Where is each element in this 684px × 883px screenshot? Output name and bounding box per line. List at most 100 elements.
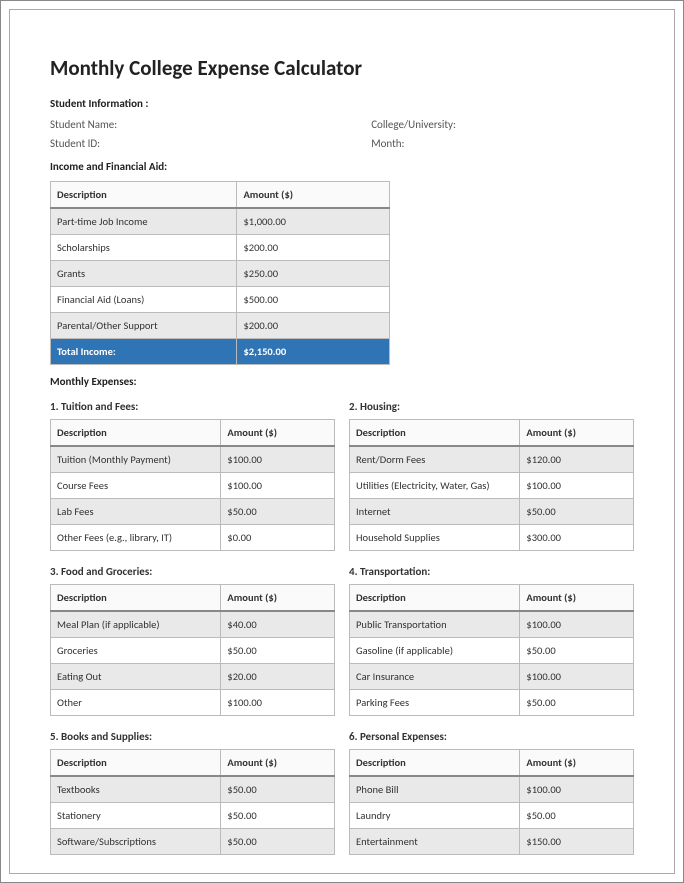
expense-row-3: 5. Books and Supplies: Description Amoun… xyxy=(50,726,634,865)
student-info-section: Student Information : Student Name: Coll… xyxy=(50,97,634,150)
table-cell: Household Supplies xyxy=(350,525,520,551)
expense-group-title: 2. Housing: xyxy=(349,400,634,413)
expense-group-food: 3. Food and Groceries: Description Amoun… xyxy=(50,561,335,726)
table-cell: $300.00 xyxy=(520,525,634,551)
table-cell: Financial Aid (Loans) xyxy=(51,287,237,313)
table-cell: $50.00 xyxy=(221,499,335,525)
expense-group-title: 5. Books and Supplies: xyxy=(50,730,335,743)
col-desc: Description xyxy=(350,585,520,612)
table-cell: Grants xyxy=(51,261,237,287)
expense-group-title: 1. Tuition and Fees: xyxy=(50,400,335,413)
table-cell: $100.00 xyxy=(221,690,335,716)
income-total-label: Total Income: xyxy=(51,339,237,365)
expense-group-housing: 2. Housing: Description Amount ($) Rent/… xyxy=(349,396,634,561)
income-total-value: $2,150.00 xyxy=(237,339,390,365)
table-cell: $1,000.00 xyxy=(237,208,390,235)
table-cell: $50.00 xyxy=(520,803,634,829)
table-cell: $100.00 xyxy=(221,473,335,499)
table-cell: Other Fees (e.g., library, IT) xyxy=(51,525,221,551)
expense-table: Description Amount ($) Rent/Dorm Fees$12… xyxy=(349,419,634,551)
expense-group-books: 5. Books and Supplies: Description Amoun… xyxy=(50,726,335,865)
expense-group-title: 4. Transportation: xyxy=(349,565,634,578)
col-amount: Amount ($) xyxy=(221,750,335,777)
table-cell: $200.00 xyxy=(237,235,390,261)
expense-row-1: 1. Tuition and Fees: Description Amount … xyxy=(50,396,634,561)
table-cell: Public Transportation xyxy=(350,611,520,638)
col-amount: Amount ($) xyxy=(520,750,634,777)
expense-group-personal: 6. Personal Expenses: Description Amount… xyxy=(349,726,634,865)
expense-table: Description Amount ($) Textbooks$50.00 S… xyxy=(50,749,335,855)
table-cell: $200.00 xyxy=(237,313,390,339)
table-cell: Parking Fees xyxy=(350,690,520,716)
expense-table: Description Amount ($) Public Transporta… xyxy=(349,584,634,716)
table-cell: $20.00 xyxy=(221,664,335,690)
student-name-label: Student Name: xyxy=(50,118,371,131)
income-col-amount: Amount ($) xyxy=(237,182,390,209)
table-cell: Groceries xyxy=(51,638,221,664)
table-cell: $100.00 xyxy=(520,473,634,499)
table-cell: Laundry xyxy=(350,803,520,829)
table-cell: $100.00 xyxy=(520,664,634,690)
table-cell: $150.00 xyxy=(520,829,634,855)
table-cell: $100.00 xyxy=(520,776,634,803)
table-cell: Scholarships xyxy=(51,235,237,261)
col-amount: Amount ($) xyxy=(221,420,335,447)
table-cell: Gasoline (if applicable) xyxy=(350,638,520,664)
page-title: Monthly College Expense Calculator xyxy=(50,55,634,81)
col-desc: Description xyxy=(51,420,221,447)
table-cell: Phone Bill xyxy=(350,776,520,803)
table-cell: Textbooks xyxy=(51,776,221,803)
table-cell: Car Insurance xyxy=(350,664,520,690)
table-cell: Eating Out xyxy=(51,664,221,690)
table-cell: $0.00 xyxy=(221,525,335,551)
col-desc: Description xyxy=(350,750,520,777)
table-cell: $50.00 xyxy=(520,690,634,716)
table-cell: Course Fees xyxy=(51,473,221,499)
table-cell: $50.00 xyxy=(221,638,335,664)
table-cell: Stationery xyxy=(51,803,221,829)
student-id-label: Student ID: xyxy=(50,137,371,150)
table-cell: $500.00 xyxy=(237,287,390,313)
expense-row-2: 3. Food and Groceries: Description Amoun… xyxy=(50,561,634,726)
table-cell: $50.00 xyxy=(221,829,335,855)
page-inner: Monthly College Expense Calculator Stude… xyxy=(9,9,675,874)
expense-table: Description Amount ($) Tuition (Monthly … xyxy=(50,419,335,551)
table-cell: Utilities (Electricity, Water, Gas) xyxy=(350,473,520,499)
expense-group-transport: 4. Transportation: Description Amount ($… xyxy=(349,561,634,726)
col-amount: Amount ($) xyxy=(221,585,335,612)
table-cell: Meal Plan (if applicable) xyxy=(51,611,221,638)
col-desc: Description xyxy=(51,750,221,777)
page-outer: Monthly College Expense Calculator Stude… xyxy=(0,0,684,883)
table-cell: $120.00 xyxy=(520,446,634,473)
table-cell: $50.00 xyxy=(520,499,634,525)
table-cell: Lab Fees xyxy=(51,499,221,525)
table-cell: Part-time Job Income xyxy=(51,208,237,235)
table-cell: $40.00 xyxy=(221,611,335,638)
college-label: College/University: xyxy=(371,118,634,131)
expense-group-title: 6. Personal Expenses: xyxy=(349,730,634,743)
col-amount: Amount ($) xyxy=(520,420,634,447)
info-row-name: Student Name: College/University: xyxy=(50,118,634,131)
table-cell: $50.00 xyxy=(221,803,335,829)
table-cell: Entertainment xyxy=(350,829,520,855)
info-row-id: Student ID: Month: xyxy=(50,137,634,150)
expense-group-tuition: 1. Tuition and Fees: Description Amount … xyxy=(50,396,335,561)
table-cell: Software/Subscriptions xyxy=(51,829,221,855)
table-cell: Other xyxy=(51,690,221,716)
col-desc: Description xyxy=(350,420,520,447)
table-cell: $100.00 xyxy=(520,611,634,638)
table-cell: $50.00 xyxy=(221,776,335,803)
table-cell: $50.00 xyxy=(520,638,634,664)
expense-table: Description Amount ($) Meal Plan (if app… xyxy=(50,584,335,716)
col-amount: Amount ($) xyxy=(520,585,634,612)
expenses-heading: Monthly Expenses: xyxy=(50,375,634,388)
table-cell: $100.00 xyxy=(221,446,335,473)
income-heading: Income and Financial Aid: xyxy=(50,160,634,173)
expense-group-title: 3. Food and Groceries: xyxy=(50,565,335,578)
table-cell: Parental/Other Support xyxy=(51,313,237,339)
income-col-desc: Description xyxy=(51,182,237,209)
income-table: Description Amount ($) Part-time Job Inc… xyxy=(50,181,390,365)
expense-table: Description Amount ($) Phone Bill$100.00… xyxy=(349,749,634,855)
col-desc: Description xyxy=(51,585,221,612)
table-cell: Rent/Dorm Fees xyxy=(350,446,520,473)
